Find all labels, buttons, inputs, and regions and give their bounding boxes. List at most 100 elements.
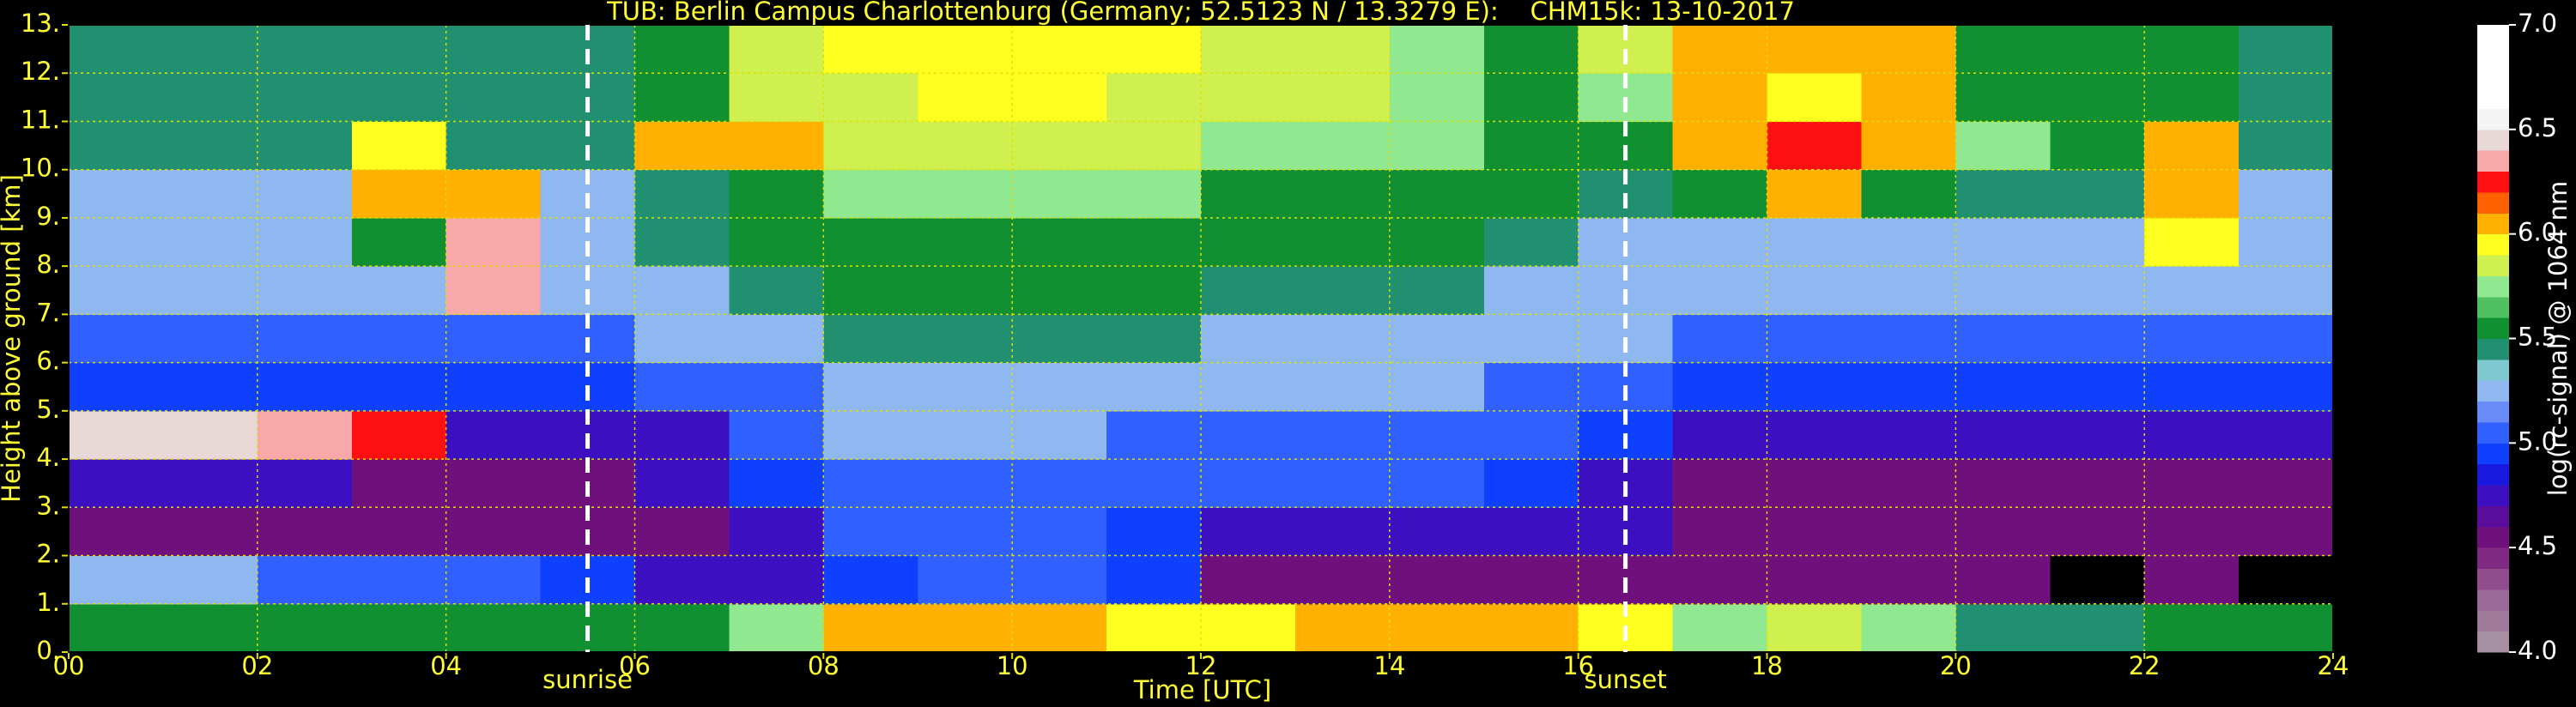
colorbar-segment xyxy=(2477,610,2509,632)
heatmap-cell xyxy=(634,266,730,315)
heatmap-cell xyxy=(162,73,258,122)
heatmap-cell xyxy=(1389,555,1485,605)
heatmap-cell xyxy=(351,217,447,267)
heatmap-cell xyxy=(2050,362,2145,412)
heatmap-cell xyxy=(162,603,258,653)
heatmap-cell xyxy=(257,73,353,122)
heatmap-cell xyxy=(1955,217,2051,267)
heatmap-cell xyxy=(729,314,824,364)
y-tick-label: 4. xyxy=(36,443,60,472)
y-tick-label: 0. xyxy=(36,636,60,665)
heatmap-cell xyxy=(634,169,730,219)
heatmap-cell xyxy=(1483,314,1579,364)
y-tick-label: 11. xyxy=(21,105,60,134)
heatmap-cell xyxy=(1201,169,1296,219)
heatmap-cell xyxy=(1294,73,1391,122)
heatmap-cell xyxy=(257,555,353,605)
annotation-label: sunrise xyxy=(542,665,633,694)
heatmap-cell xyxy=(634,459,730,508)
heatmap-cell xyxy=(1389,217,1485,267)
heatmap-cell xyxy=(1861,73,1956,122)
heatmap-cell xyxy=(1106,362,1202,412)
heatmap-cell xyxy=(1672,410,1767,460)
heatmap-cell xyxy=(162,266,258,315)
colorbar-segment xyxy=(2477,66,2509,88)
heatmap-cell xyxy=(1389,169,1485,219)
heatmap-cell xyxy=(2239,603,2334,653)
heatmap-cell xyxy=(1483,169,1579,219)
heatmap-cell xyxy=(2144,121,2240,171)
heatmap-cell xyxy=(2239,266,2334,315)
heatmap-cell xyxy=(257,507,353,557)
heatmap-cell xyxy=(634,217,730,267)
heatmap-cell xyxy=(1389,121,1485,171)
heatmap-cell xyxy=(634,555,730,605)
colorbar-segment xyxy=(2477,463,2509,486)
heatmap-cell xyxy=(1955,266,2051,315)
heatmap-cell xyxy=(918,266,1013,315)
heatmap-cell xyxy=(2239,507,2334,557)
heatmap-cell xyxy=(1294,314,1391,364)
heatmap-cell xyxy=(634,410,730,460)
heatmap-cell xyxy=(2144,266,2240,315)
heatmap-cell xyxy=(1389,410,1485,460)
heatmap-cell xyxy=(351,25,447,74)
heatmap-cell xyxy=(918,121,1013,171)
heatmap-cell xyxy=(1483,73,1579,122)
heatmap-cell xyxy=(823,169,918,219)
heatmap-cell xyxy=(445,410,542,460)
heatmap-cell xyxy=(1672,603,1767,653)
heatmap-cell xyxy=(1294,507,1391,557)
heatmap-cell xyxy=(2144,507,2240,557)
heatmap-cell xyxy=(1012,555,1107,605)
colorbar-segment xyxy=(2477,359,2509,381)
heatmap-cell xyxy=(2144,25,2240,74)
heatmap-cell xyxy=(69,362,164,412)
heatmap-cell xyxy=(1389,73,1485,122)
heatmap-cell xyxy=(2239,362,2334,412)
heatmap-cell xyxy=(823,507,918,557)
heatmap-cell xyxy=(1012,121,1107,171)
heatmap-cell xyxy=(2144,410,2240,460)
colorbar-tick-label: 5.0 xyxy=(2518,426,2557,456)
heatmap-cell xyxy=(445,314,542,364)
heatmap-cell xyxy=(1483,217,1579,267)
heatmap-cell xyxy=(2050,507,2145,557)
y-tick-label: 10. xyxy=(21,154,60,183)
heatmap-cell xyxy=(634,121,730,171)
heatmap-cell xyxy=(69,25,164,74)
heatmap-cell xyxy=(1201,73,1296,122)
heatmap-cell xyxy=(445,555,542,605)
heatmap-cell xyxy=(351,169,447,219)
heatmap-cell xyxy=(2144,73,2240,122)
heatmap-cell xyxy=(634,73,730,122)
heatmap-cell xyxy=(162,169,258,219)
heatmap-cell xyxy=(1389,25,1485,74)
heatmap-cell xyxy=(2239,314,2334,364)
heatmap-cell xyxy=(2050,217,2145,267)
x-axis-label: Time [UTC] xyxy=(1133,675,1271,704)
heatmap-cell xyxy=(918,25,1013,74)
heatmap-cell xyxy=(1106,410,1202,460)
heatmap-cell xyxy=(1294,410,1391,460)
heatmap-cell xyxy=(918,217,1013,267)
heatmap-cell xyxy=(1861,217,1956,267)
heatmap-cell xyxy=(1294,169,1391,219)
heatmap-cell xyxy=(729,507,824,557)
heatmap-cell xyxy=(1672,362,1767,412)
heatmap-cell xyxy=(1861,410,1956,460)
heatmap-cell xyxy=(1106,459,1202,508)
heatmap-cell xyxy=(2050,73,2145,122)
y-tick-label: 8. xyxy=(36,250,60,279)
heatmap-cell xyxy=(2239,410,2334,460)
heatmap-cell xyxy=(2239,73,2334,122)
x-tick-label: 22 xyxy=(2129,651,2161,680)
heatmap-cell xyxy=(1106,314,1202,364)
heatmap-cell xyxy=(1955,121,2051,171)
heatmap-cell xyxy=(2050,410,2145,460)
colorbar-segment xyxy=(2477,213,2509,235)
heatmap-cell xyxy=(2050,314,2145,364)
heatmap-cell xyxy=(1483,25,1579,74)
heatmap-cell xyxy=(257,217,353,267)
heatmap-cell xyxy=(1955,603,2051,653)
